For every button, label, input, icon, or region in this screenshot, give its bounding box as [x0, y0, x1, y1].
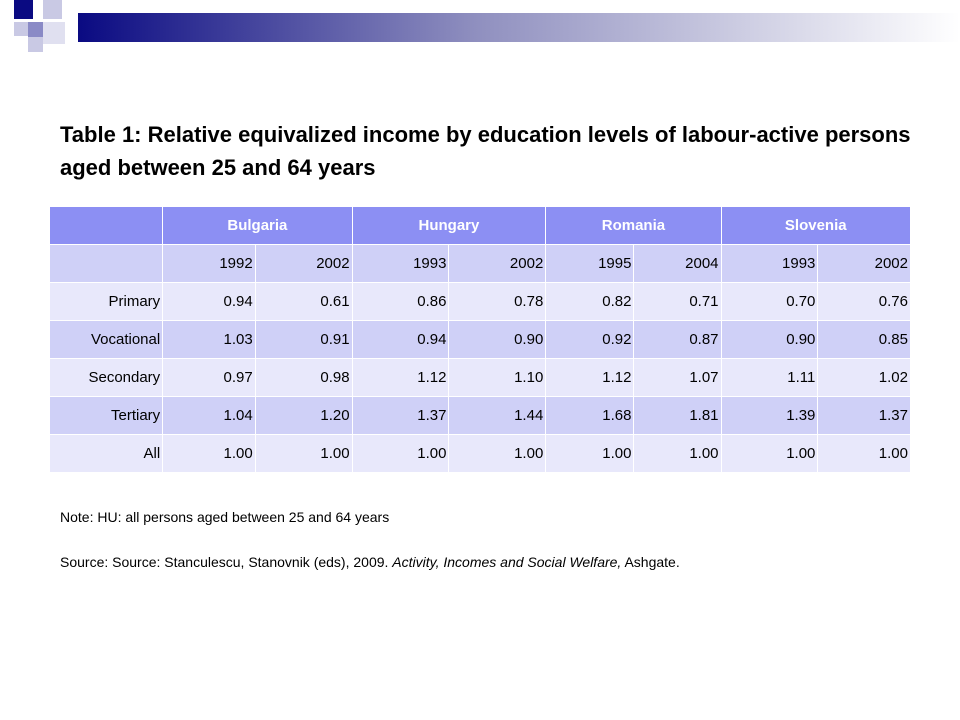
value-cell: 1.20 — [254, 396, 353, 435]
corner-cell — [48, 206, 164, 245]
value-cell: 1.37 — [351, 396, 450, 435]
value-cell: 1.44 — [448, 396, 547, 435]
deco-square — [43, 0, 62, 19]
year-cell: 1992 — [162, 244, 256, 283]
value-cell: 0.94 — [162, 282, 256, 321]
deco-square — [14, 0, 33, 19]
value-cell: 0.78 — [448, 282, 547, 321]
value-cell: 0.90 — [720, 320, 819, 359]
row-label: Vocational — [48, 320, 164, 359]
table-row: All 1.00 1.00 1.00 1.00 1.00 1.00 1.00 1… — [48, 434, 911, 473]
header-gradient-bar — [78, 13, 960, 42]
value-cell: 0.97 — [162, 358, 256, 397]
value-cell: 1.37 — [817, 396, 911, 435]
value-cell: 1.00 — [254, 434, 353, 473]
country-header: Romania — [545, 206, 722, 245]
country-header: Slovenia — [720, 206, 912, 245]
value-cell: 1.39 — [720, 396, 819, 435]
year-cell: 2002 — [817, 244, 911, 283]
value-cell: 1.12 — [545, 358, 635, 397]
value-cell: 0.98 — [254, 358, 353, 397]
value-cell: 1.00 — [162, 434, 256, 473]
page-title: Table 1: Relative equivalized income by … — [60, 122, 911, 180]
table-source: Source: Source: Stanculescu, Stanovnik (… — [60, 554, 680, 570]
deco-square — [14, 22, 28, 36]
deco-square — [43, 22, 65, 44]
row-label: Secondary — [48, 358, 164, 397]
deco-square — [28, 37, 43, 52]
deco-square — [28, 22, 43, 37]
value-cell: 1.03 — [162, 320, 256, 359]
value-cell: 1.00 — [351, 434, 450, 473]
value-cell: 1.04 — [162, 396, 256, 435]
country-header-row: Bulgaria Hungary Romania Slovenia — [48, 206, 912, 245]
table-note: Note: HU: all persons aged between 25 an… — [60, 509, 390, 525]
value-cell: 1.00 — [448, 434, 547, 473]
year-corner-cell — [48, 244, 164, 283]
value-cell: 0.70 — [720, 282, 819, 321]
value-cell: 1.00 — [633, 434, 722, 473]
value-cell: 0.71 — [633, 282, 722, 321]
value-cell: 0.76 — [817, 282, 911, 321]
value-cell: 0.87 — [633, 320, 722, 359]
value-cell: 1.00 — [720, 434, 819, 473]
table-row: Tertiary 1.04 1.20 1.37 1.44 1.68 1.81 1… — [48, 396, 911, 435]
year-cell: 2002 — [254, 244, 353, 283]
year-cell: 2004 — [633, 244, 722, 283]
source-prefix: Source: Source: Stanculescu, Stanovnik (… — [60, 554, 393, 570]
value-cell: 0.86 — [351, 282, 450, 321]
year-cell: 2002 — [448, 244, 547, 283]
source-book-title: Activity, Incomes and Social Welfare, — [392, 554, 622, 570]
table-row: Primary 0.94 0.61 0.86 0.78 0.82 0.71 0.… — [48, 282, 911, 321]
value-cell: 1.00 — [545, 434, 635, 473]
value-cell: 1.81 — [633, 396, 722, 435]
table-row: Vocational 1.03 0.91 0.94 0.90 0.92 0.87… — [48, 320, 911, 359]
year-cell: 1995 — [545, 244, 635, 283]
year-cell: 1993 — [720, 244, 819, 283]
value-cell: 0.90 — [448, 320, 547, 359]
value-cell: 1.12 — [351, 358, 450, 397]
value-cell: 0.82 — [545, 282, 635, 321]
value-cell: 0.94 — [351, 320, 450, 359]
source-suffix: Ashgate. — [621, 554, 680, 570]
value-cell: 0.92 — [545, 320, 635, 359]
year-row: 1992 2002 1993 2002 1995 2004 1993 2002 — [48, 244, 911, 283]
value-cell: 1.10 — [448, 358, 547, 397]
value-cell: 1.11 — [720, 358, 819, 397]
table-row: Secondary 0.97 0.98 1.12 1.10 1.12 1.07 … — [48, 358, 911, 397]
value-cell: 0.61 — [254, 282, 353, 321]
value-cell: 1.00 — [817, 434, 911, 473]
value-cell: 0.85 — [817, 320, 911, 359]
value-cell: 1.07 — [633, 358, 722, 397]
year-cell: 1993 — [351, 244, 450, 283]
value-cell: 1.02 — [817, 358, 911, 397]
row-label: Primary — [48, 282, 164, 321]
value-cell: 1.68 — [545, 396, 635, 435]
row-label: Tertiary — [48, 396, 164, 435]
country-header: Hungary — [351, 206, 547, 245]
income-table: Bulgaria Hungary Romania Slovenia 1992 2… — [48, 206, 912, 473]
country-header: Bulgaria — [162, 206, 353, 245]
row-label: All — [48, 434, 164, 473]
value-cell: 0.91 — [254, 320, 353, 359]
